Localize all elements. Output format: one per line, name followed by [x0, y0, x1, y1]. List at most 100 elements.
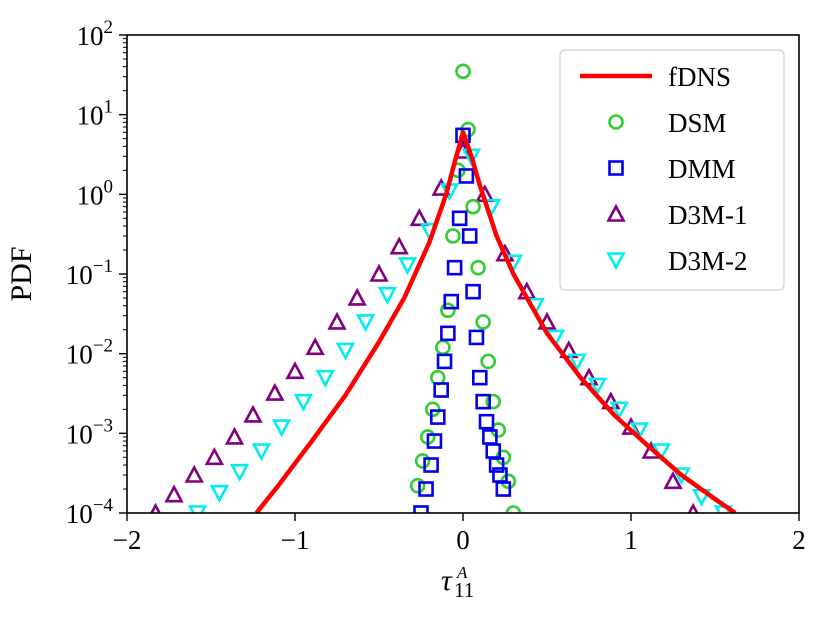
dmm-point: [495, 481, 512, 497]
d3m-1-point: [305, 337, 325, 356]
legend-label: fDNS: [668, 62, 731, 92]
d3m-2-point: [567, 353, 587, 372]
legend-item-d3m-1: D3M-1: [606, 200, 748, 230]
y-tick-label: 100: [77, 176, 114, 210]
dmm-point: [418, 481, 434, 497]
data-series: [150, 63, 737, 513]
d3m-2-point: [251, 443, 272, 462]
dmm-point: [478, 413, 495, 430]
dmm-point: [461, 228, 478, 244]
y-tick-label: 10−2: [66, 336, 113, 370]
dmm-point: [446, 259, 463, 276]
dsm-point: [480, 353, 497, 370]
dmm-point: [429, 409, 446, 425]
series-fdns: [254, 130, 737, 513]
legend-item-d3m-2: D3M-2: [606, 246, 748, 276]
d3m-2-point: [355, 314, 376, 333]
y-tick-label: 102: [77, 17, 114, 51]
y-axis: 10−4 10−3 10−2 10−1 100 101 102: [66, 17, 127, 529]
legend-label: DSM: [668, 108, 727, 138]
d3m-1-point: [663, 471, 683, 490]
d3m-1-point: [224, 426, 245, 445]
dmm-point: [436, 353, 453, 370]
dmm-point: [465, 283, 481, 300]
dmm-point: [451, 210, 468, 227]
dmm-point: [468, 329, 485, 346]
dsm-point: [455, 63, 471, 80]
dmm-point: [443, 293, 460, 310]
d3m-1-point: [389, 236, 409, 255]
legend-marker-icon: [608, 160, 624, 176]
d3m-2-point: [397, 257, 418, 276]
x-tick-label: −1: [281, 525, 310, 555]
d3m-2-point: [187, 505, 208, 513]
x-axis: −2 −1 0 1 2: [113, 513, 806, 555]
dsm-point: [470, 259, 486, 276]
dmm-point: [488, 457, 505, 473]
dmm-point: [440, 325, 456, 342]
fdns-line: [254, 130, 737, 513]
dmm-point: [426, 433, 443, 449]
d3m-2-point: [587, 377, 608, 396]
legend-marker-icon: [606, 203, 626, 222]
d3m-1-point: [409, 208, 429, 227]
dsm-point: [485, 393, 502, 410]
d3m-1-point: [285, 361, 305, 380]
legend-label: D3M-1: [668, 200, 748, 230]
d3m-2-point: [293, 393, 314, 412]
series-dmm: [413, 127, 512, 513]
legend-marker-icon: [606, 252, 626, 271]
x-axis-label-main: τ: [441, 564, 453, 597]
y-tick-label: 10−4: [66, 495, 114, 529]
x-tick-label: 2: [792, 525, 806, 555]
dmm-point: [423, 457, 439, 473]
d3m-2-point: [315, 369, 335, 388]
d3m-2-point: [209, 484, 230, 503]
dsm-point: [414, 453, 431, 469]
dmm-point: [475, 393, 491, 410]
d3m-2-point: [229, 463, 250, 482]
legend-item-dsm: DSM: [608, 108, 727, 138]
x-tick-label: −2: [113, 525, 142, 555]
d3m-1-point: [184, 464, 204, 483]
dsm-point: [505, 505, 522, 513]
dmm-point: [471, 369, 488, 386]
dsm-point: [435, 339, 451, 356]
d3m-1-point: [327, 311, 347, 330]
dmm-point: [455, 127, 471, 144]
legend-label: DMM: [668, 154, 736, 184]
d3m-1-point: [164, 484, 184, 503]
d3m-2-point: [629, 422, 650, 441]
y-tick-label: 101: [77, 97, 114, 131]
legend-label: D3M-2: [668, 246, 748, 276]
x-axis-label-superscript: A: [456, 563, 468, 582]
d3m-1-point: [243, 404, 263, 423]
legend-marker-icon: [608, 114, 624, 130]
dmm-point: [413, 505, 429, 513]
x-tick-label: 1: [624, 525, 638, 555]
d3m-2-point: [609, 401, 629, 420]
dsm-point: [409, 477, 426, 494]
dsm-point: [475, 314, 491, 330]
y-tick-label: 10−3: [66, 415, 113, 449]
dmm-point: [482, 429, 498, 445]
dsm-point: [465, 198, 481, 215]
d3m-1-point: [537, 311, 557, 330]
legend-item-fdns: fDNS: [580, 62, 731, 92]
dsm-point: [445, 228, 461, 244]
d3m-2-point: [271, 419, 292, 438]
legend-box: [559, 49, 785, 291]
y-axis-label: PDF: [5, 246, 38, 301]
dmm-point: [458, 168, 475, 184]
d3m-1-point: [265, 382, 285, 401]
d3m-1-point: [369, 263, 389, 282]
dsm-point: [440, 302, 456, 319]
x-axis-label: τ A 11: [441, 563, 474, 602]
d3m-1-point: [347, 287, 367, 306]
d3m-2-point: [335, 342, 356, 361]
legend-item-dmm: DMM: [608, 154, 736, 184]
d3m-1-point: [204, 447, 225, 466]
d3m-1-point: [559, 340, 579, 359]
d3m-2-point: [377, 286, 398, 305]
